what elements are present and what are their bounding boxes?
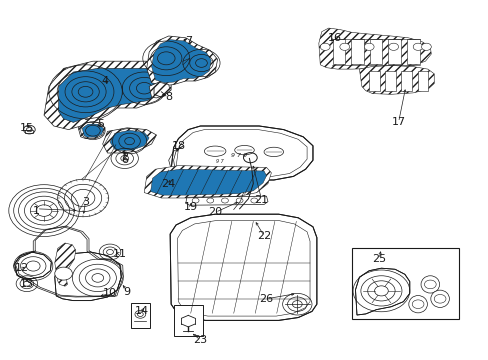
Text: 16: 16 xyxy=(327,33,341,43)
Polygon shape xyxy=(110,130,149,150)
Bar xyxy=(401,71,411,91)
Text: 14: 14 xyxy=(135,306,148,316)
Polygon shape xyxy=(78,122,105,139)
Circle shape xyxy=(320,43,329,50)
Text: 13: 13 xyxy=(20,279,34,289)
Polygon shape xyxy=(355,268,409,315)
Bar xyxy=(332,39,345,64)
Text: 11: 11 xyxy=(113,249,126,259)
Circle shape xyxy=(339,43,349,50)
Text: 10: 10 xyxy=(103,288,117,298)
Bar xyxy=(406,39,419,64)
Polygon shape xyxy=(171,126,312,180)
Text: 12: 12 xyxy=(15,263,29,273)
Bar xyxy=(385,71,395,91)
Bar xyxy=(173,305,203,336)
Bar xyxy=(369,39,382,64)
Circle shape xyxy=(55,267,72,280)
Bar xyxy=(387,39,400,64)
Polygon shape xyxy=(55,252,121,301)
Text: 23: 23 xyxy=(193,335,207,345)
Polygon shape xyxy=(359,66,433,94)
Polygon shape xyxy=(82,124,103,137)
Circle shape xyxy=(421,43,430,50)
Text: 17: 17 xyxy=(391,117,405,127)
Ellipse shape xyxy=(408,296,427,313)
Polygon shape xyxy=(318,28,430,69)
Circle shape xyxy=(412,43,422,50)
Circle shape xyxy=(388,43,398,50)
Polygon shape xyxy=(44,61,171,130)
Polygon shape xyxy=(59,68,161,122)
Text: 21: 21 xyxy=(254,195,268,205)
Text: 7: 7 xyxy=(184,36,191,46)
Text: 9: 9 xyxy=(123,287,130,297)
Polygon shape xyxy=(170,214,316,320)
Polygon shape xyxy=(144,166,271,198)
Text: 3: 3 xyxy=(82,197,89,207)
Polygon shape xyxy=(151,40,211,83)
Text: 25: 25 xyxy=(371,254,385,264)
Text: 26: 26 xyxy=(259,294,273,304)
Text: 2: 2 xyxy=(121,152,128,162)
Text: 1: 1 xyxy=(33,206,40,216)
Bar xyxy=(417,71,427,91)
Ellipse shape xyxy=(430,290,448,307)
Text: 18: 18 xyxy=(171,141,185,151)
Circle shape xyxy=(364,43,373,50)
Polygon shape xyxy=(146,36,217,86)
Bar xyxy=(351,248,458,319)
Text: 4: 4 xyxy=(102,76,108,86)
Text: 15: 15 xyxy=(20,123,34,133)
Bar xyxy=(131,303,149,328)
Text: 20: 20 xyxy=(208,207,222,217)
Text: 24: 24 xyxy=(161,179,176,189)
Ellipse shape xyxy=(420,276,439,293)
Text: 6: 6 xyxy=(121,155,128,165)
Polygon shape xyxy=(149,82,170,98)
Text: 19: 19 xyxy=(183,202,197,212)
Polygon shape xyxy=(150,169,266,195)
Text: 8: 8 xyxy=(165,92,172,102)
Text: 9 7: 9 7 xyxy=(216,159,224,164)
Bar xyxy=(368,71,379,91)
Polygon shape xyxy=(15,252,51,279)
Polygon shape xyxy=(55,243,76,286)
Text: 22: 22 xyxy=(256,231,271,241)
Bar xyxy=(350,39,363,64)
Bar xyxy=(25,130,33,133)
Text: 9 7 0: 9 7 0 xyxy=(230,153,246,158)
Polygon shape xyxy=(102,128,156,153)
Text: 5: 5 xyxy=(97,119,103,129)
